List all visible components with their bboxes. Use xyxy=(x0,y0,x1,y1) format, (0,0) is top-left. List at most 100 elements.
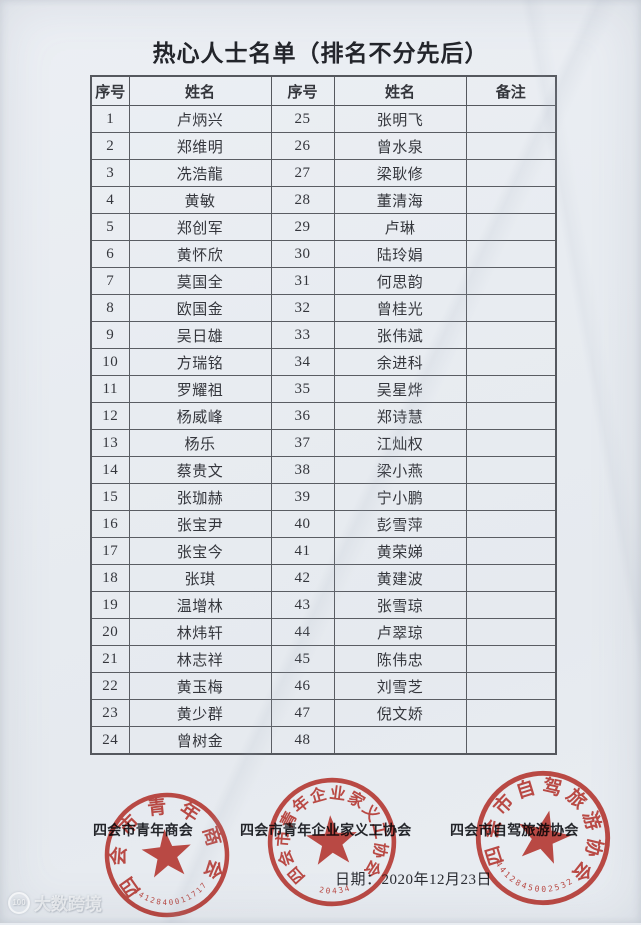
index-cell-left: 6 xyxy=(90,240,130,268)
table-row: 2 郑维明 26 曾水泉 xyxy=(90,132,557,160)
watermark-text: 大数跨境 xyxy=(34,895,102,914)
remark-cell xyxy=(465,348,557,376)
seal-icon: 四会市自驾旅游协会 4412845002532 xyxy=(472,762,619,906)
index-cell-left: 24 xyxy=(90,726,130,755)
star-icon xyxy=(141,829,191,878)
index-cell-right: 33 xyxy=(270,321,335,349)
name-cell-left: 方瑞铭 xyxy=(128,348,272,376)
table-row: 13 杨乐 37 江灿权 xyxy=(90,429,557,457)
name-cell-left: 吴日雄 xyxy=(128,321,272,349)
remark-cell xyxy=(465,591,557,619)
index-cell-right: 27 xyxy=(270,159,335,187)
name-cell-right: 卢翠琼 xyxy=(333,618,467,646)
page-title: 热心人士名单（排名不分先后） xyxy=(152,41,489,66)
table-row: 3 冼浩龍 27 梁耿修 xyxy=(90,159,557,187)
index-cell-right: 39 xyxy=(270,483,335,511)
remark-cell xyxy=(465,294,557,322)
header-name-left: 姓名 xyxy=(128,75,272,106)
name-cell-left: 卢炳兴 xyxy=(128,105,272,133)
index-cell-left: 19 xyxy=(90,591,130,619)
name-cell-left: 杨乐 xyxy=(128,429,272,457)
remark-cell xyxy=(465,105,557,133)
table-row: 19 温增林 43 张雪琼 xyxy=(90,591,557,619)
remark-cell xyxy=(465,159,557,187)
table-row: 1 卢炳兴 25 张明飞 xyxy=(90,105,557,133)
index-cell-right: 37 xyxy=(270,429,335,457)
name-cell-right: 卢琳 xyxy=(333,213,467,241)
index-cell-left: 22 xyxy=(90,672,130,700)
table-row: 21 林志祥 45 陈伟忠 xyxy=(90,645,557,673)
index-cell-left: 1 xyxy=(90,105,130,133)
seal-icon: 四会市青年商会 4412840011717 xyxy=(100,790,233,918)
name-cell-left: 杨威峰 xyxy=(128,402,272,430)
name-cell-left: 黄敏 xyxy=(128,186,272,214)
index-cell-right: 35 xyxy=(270,375,335,403)
index-cell-left: 5 xyxy=(90,213,130,241)
name-cell-right: 倪文娇 xyxy=(333,699,467,727)
table-row: 17 张宝今 41 黄荣娣 xyxy=(90,537,557,565)
table-row: 24 曾树金 48 xyxy=(90,726,557,755)
name-cell-left: 罗耀祖 xyxy=(128,375,272,403)
date-line: 日期：2020年12月23日 xyxy=(335,868,492,889)
table-row: 6 黄怀欣 30 陆玲娟 xyxy=(90,240,557,268)
table-row: 10 方瑞铭 34 余进科 xyxy=(90,348,557,376)
index-cell-left: 18 xyxy=(90,564,130,592)
index-cell-right: 29 xyxy=(270,213,335,241)
index-cell-right: 38 xyxy=(270,456,335,484)
header-remark: 备注 xyxy=(465,75,557,106)
name-cell-left: 张琪 xyxy=(128,564,272,592)
table-header-row: 序号 姓名 序号 姓名 备注 xyxy=(90,75,557,106)
name-cell-left: 黄少群 xyxy=(128,699,272,727)
seal-serial: 20434 xyxy=(318,883,353,897)
index-cell-right: 43 xyxy=(270,591,335,619)
org-name-entrepreneur-volunteer: 四会市青年企业家义工协会 xyxy=(240,822,412,838)
name-cell-left: 欧国金 xyxy=(128,294,272,322)
index-cell-right: 41 xyxy=(270,537,335,565)
index-cell-right: 46 xyxy=(270,672,335,700)
name-cell-right: 黄荣娣 xyxy=(333,537,467,565)
name-cell-left: 张珈赫 xyxy=(128,483,272,511)
name-cell-right: 郑诗慧 xyxy=(333,402,467,430)
index-cell-right: 40 xyxy=(270,510,335,538)
index-cell-left: 4 xyxy=(90,186,130,214)
index-cell-left: 10 xyxy=(90,348,130,376)
seal-serial: 4412845002532 xyxy=(489,858,577,902)
index-cell-right: 36 xyxy=(270,402,335,430)
remark-cell xyxy=(465,726,557,755)
index-cell-right: 30 xyxy=(270,240,335,268)
index-cell-right: 44 xyxy=(270,618,335,646)
red-seal-entrepreneur-volunteer: 四会市青年企业家义工协会 20434 xyxy=(262,772,403,913)
name-table-body: 1 卢炳兴 25 张明飞 2 郑维明 26 曾水泉 3 冼浩龍 27 梁耿修 4 黄敏 28 董清海 5 郑创军 2… xyxy=(90,105,557,755)
remark-cell xyxy=(465,618,557,646)
remark-cell xyxy=(465,564,557,592)
table-row: 7 莫国全 31 何思韵 xyxy=(90,267,557,295)
index-cell-right: 42 xyxy=(270,564,335,592)
index-cell-right: 31 xyxy=(270,267,335,295)
index-cell-left: 9 xyxy=(90,321,130,349)
index-cell-right: 25 xyxy=(270,105,335,133)
name-cell-right: 陆玲娟 xyxy=(333,240,467,268)
remark-cell xyxy=(465,267,557,295)
remark-cell xyxy=(465,510,557,538)
index-cell-left: 8 xyxy=(90,294,130,322)
index-cell-right: 26 xyxy=(270,132,335,160)
remark-cell xyxy=(465,645,557,673)
name-cell-right: 陈伟忠 xyxy=(333,645,467,673)
table-row: 8 欧国金 32 曾桂光 xyxy=(90,294,557,322)
index-cell-right: 34 xyxy=(270,348,335,376)
index-cell-right: 45 xyxy=(270,645,335,673)
name-cell-right: 余进科 xyxy=(333,348,467,376)
table-row: 11 罗耀祖 35 吴星烨 xyxy=(90,375,557,403)
name-cell-right: 刘雪芝 xyxy=(333,672,467,700)
remark-cell xyxy=(465,672,557,700)
index-cell-left: 12 xyxy=(90,402,130,430)
red-seal-youth-chamber: 四会市青年商会 4412840011717 xyxy=(97,785,238,925)
remark-cell xyxy=(465,402,557,430)
name-cell-left: 黄玉梅 xyxy=(128,672,272,700)
index-cell-left: 7 xyxy=(90,267,130,295)
index-cell-left: 23 xyxy=(90,699,130,727)
name-cell-left: 郑创军 xyxy=(128,213,272,241)
index-cell-right: 47 xyxy=(270,699,335,727)
remark-cell xyxy=(465,537,557,565)
